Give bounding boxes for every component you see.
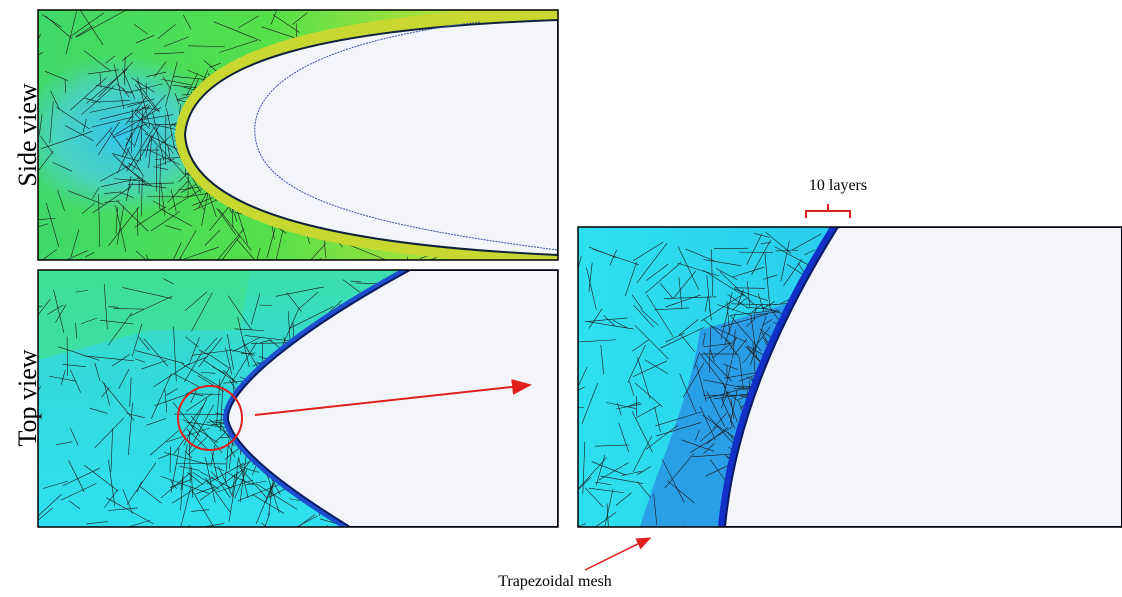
mesh-arrow bbox=[585, 538, 650, 570]
side-view-panel bbox=[6, 10, 593, 311]
side-view-label: Side view bbox=[13, 83, 42, 186]
mesh-edge bbox=[409, 525, 415, 556]
mesh-edge bbox=[796, 523, 820, 570]
mesh-edge bbox=[810, 524, 814, 569]
mesh-edge bbox=[647, 526, 685, 548]
top-view-panel bbox=[7, 270, 558, 556]
mesh-edge bbox=[164, 525, 189, 554]
top-view-label: Top view bbox=[13, 349, 42, 446]
page: Side view Top view 10 layers Trapezoidal… bbox=[0, 0, 1122, 597]
zoom-panel bbox=[535, 227, 1122, 569]
mesh-edge bbox=[753, 526, 757, 544]
mesh-label: Trapezoidal mesh bbox=[498, 573, 612, 590]
layers-label: 10 layers bbox=[809, 177, 867, 194]
mesh-edge bbox=[632, 526, 647, 537]
mesh-edge bbox=[7, 306, 42, 316]
layers-bracket bbox=[806, 204, 850, 218]
mesh-edge bbox=[325, 525, 328, 555]
figure: Side view Top view 10 layers Trapezoidal… bbox=[0, 0, 1122, 597]
